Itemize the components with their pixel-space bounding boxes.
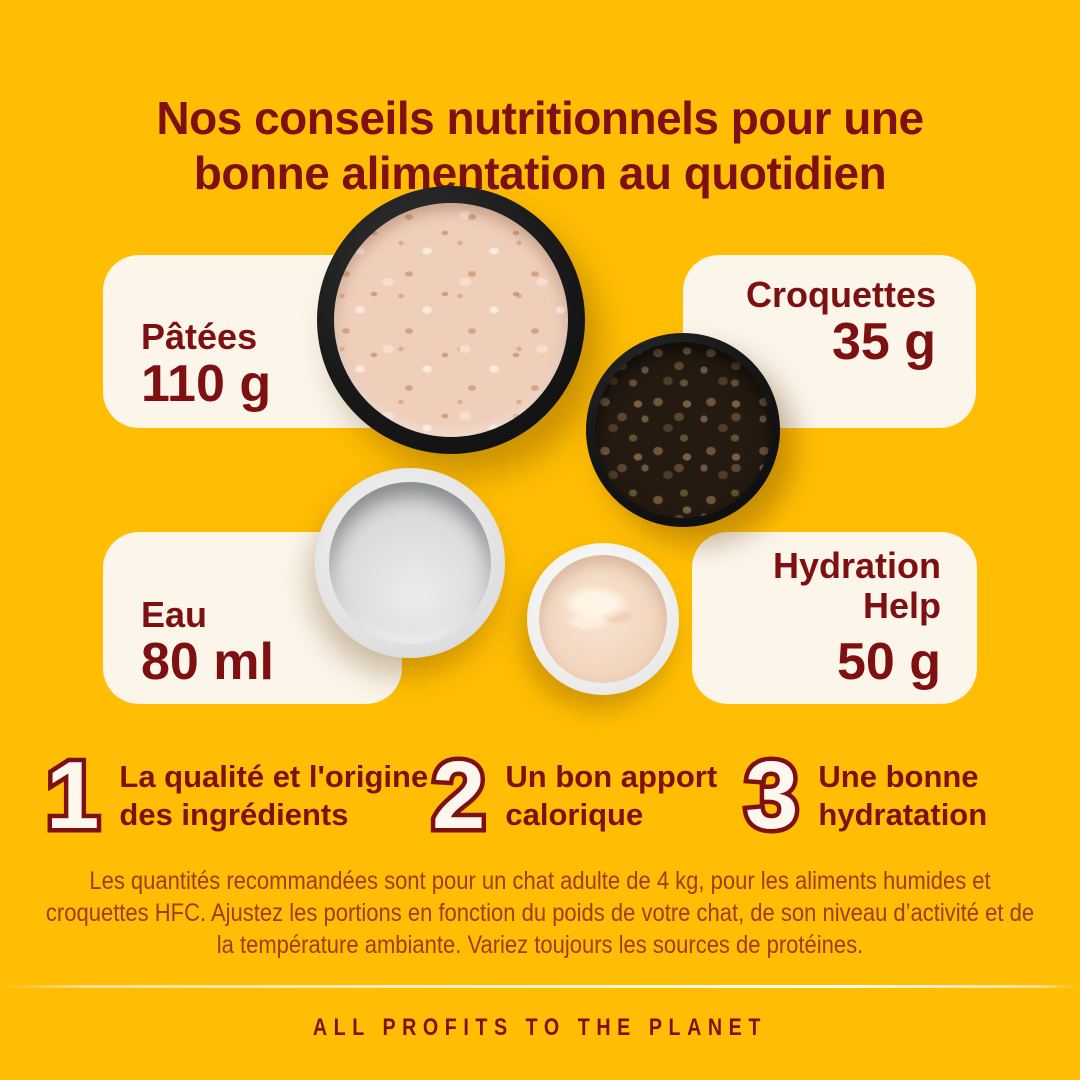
footer: ALL PROFITS TO THE PLANET — [0, 1014, 1080, 1042]
title-line-2: bonne alimentation au quotidien — [193, 147, 887, 199]
card-label: Hydration Help — [772, 545, 941, 627]
pate-bowl-photo — [317, 186, 585, 454]
card-amount: 80 ml — [141, 633, 274, 692]
footer-tagline: ALL PROFITS TO THE PLANET — [312, 1014, 768, 1041]
card-label: Eau — [141, 594, 208, 636]
tip-text: Un bon apport calorique — [505, 759, 718, 832]
water-bowl-photo — [315, 468, 505, 658]
disclaimer-text: Les quantités recommandées sont pour un … — [45, 867, 1035, 959]
page-title: Nos conseils nutritionnels pour une bonn… — [0, 91, 1080, 201]
hydration-bowl-photo — [527, 543, 679, 695]
card-hydration: Hydration Help 50 g — [692, 532, 977, 704]
card-label: Pâtées — [141, 316, 258, 358]
card-label: Croquettes — [745, 274, 936, 315]
card-amount: 50 g — [836, 633, 941, 692]
card-amount: 110 g — [141, 355, 272, 414]
card-amount: 35 g — [831, 313, 936, 372]
divider-line — [0, 985, 1080, 988]
tip-text: La qualité et l'origine des ingrédients — [119, 759, 429, 832]
tip-text: Une bonne hydratation — [818, 759, 988, 832]
title-line-1: Nos conseils nutritionnels pour une — [156, 91, 924, 144]
disclaimer-section: Les quantités recommandées sont pour un … — [0, 866, 1080, 961]
kibble-bowl-photo — [586, 333, 780, 527]
